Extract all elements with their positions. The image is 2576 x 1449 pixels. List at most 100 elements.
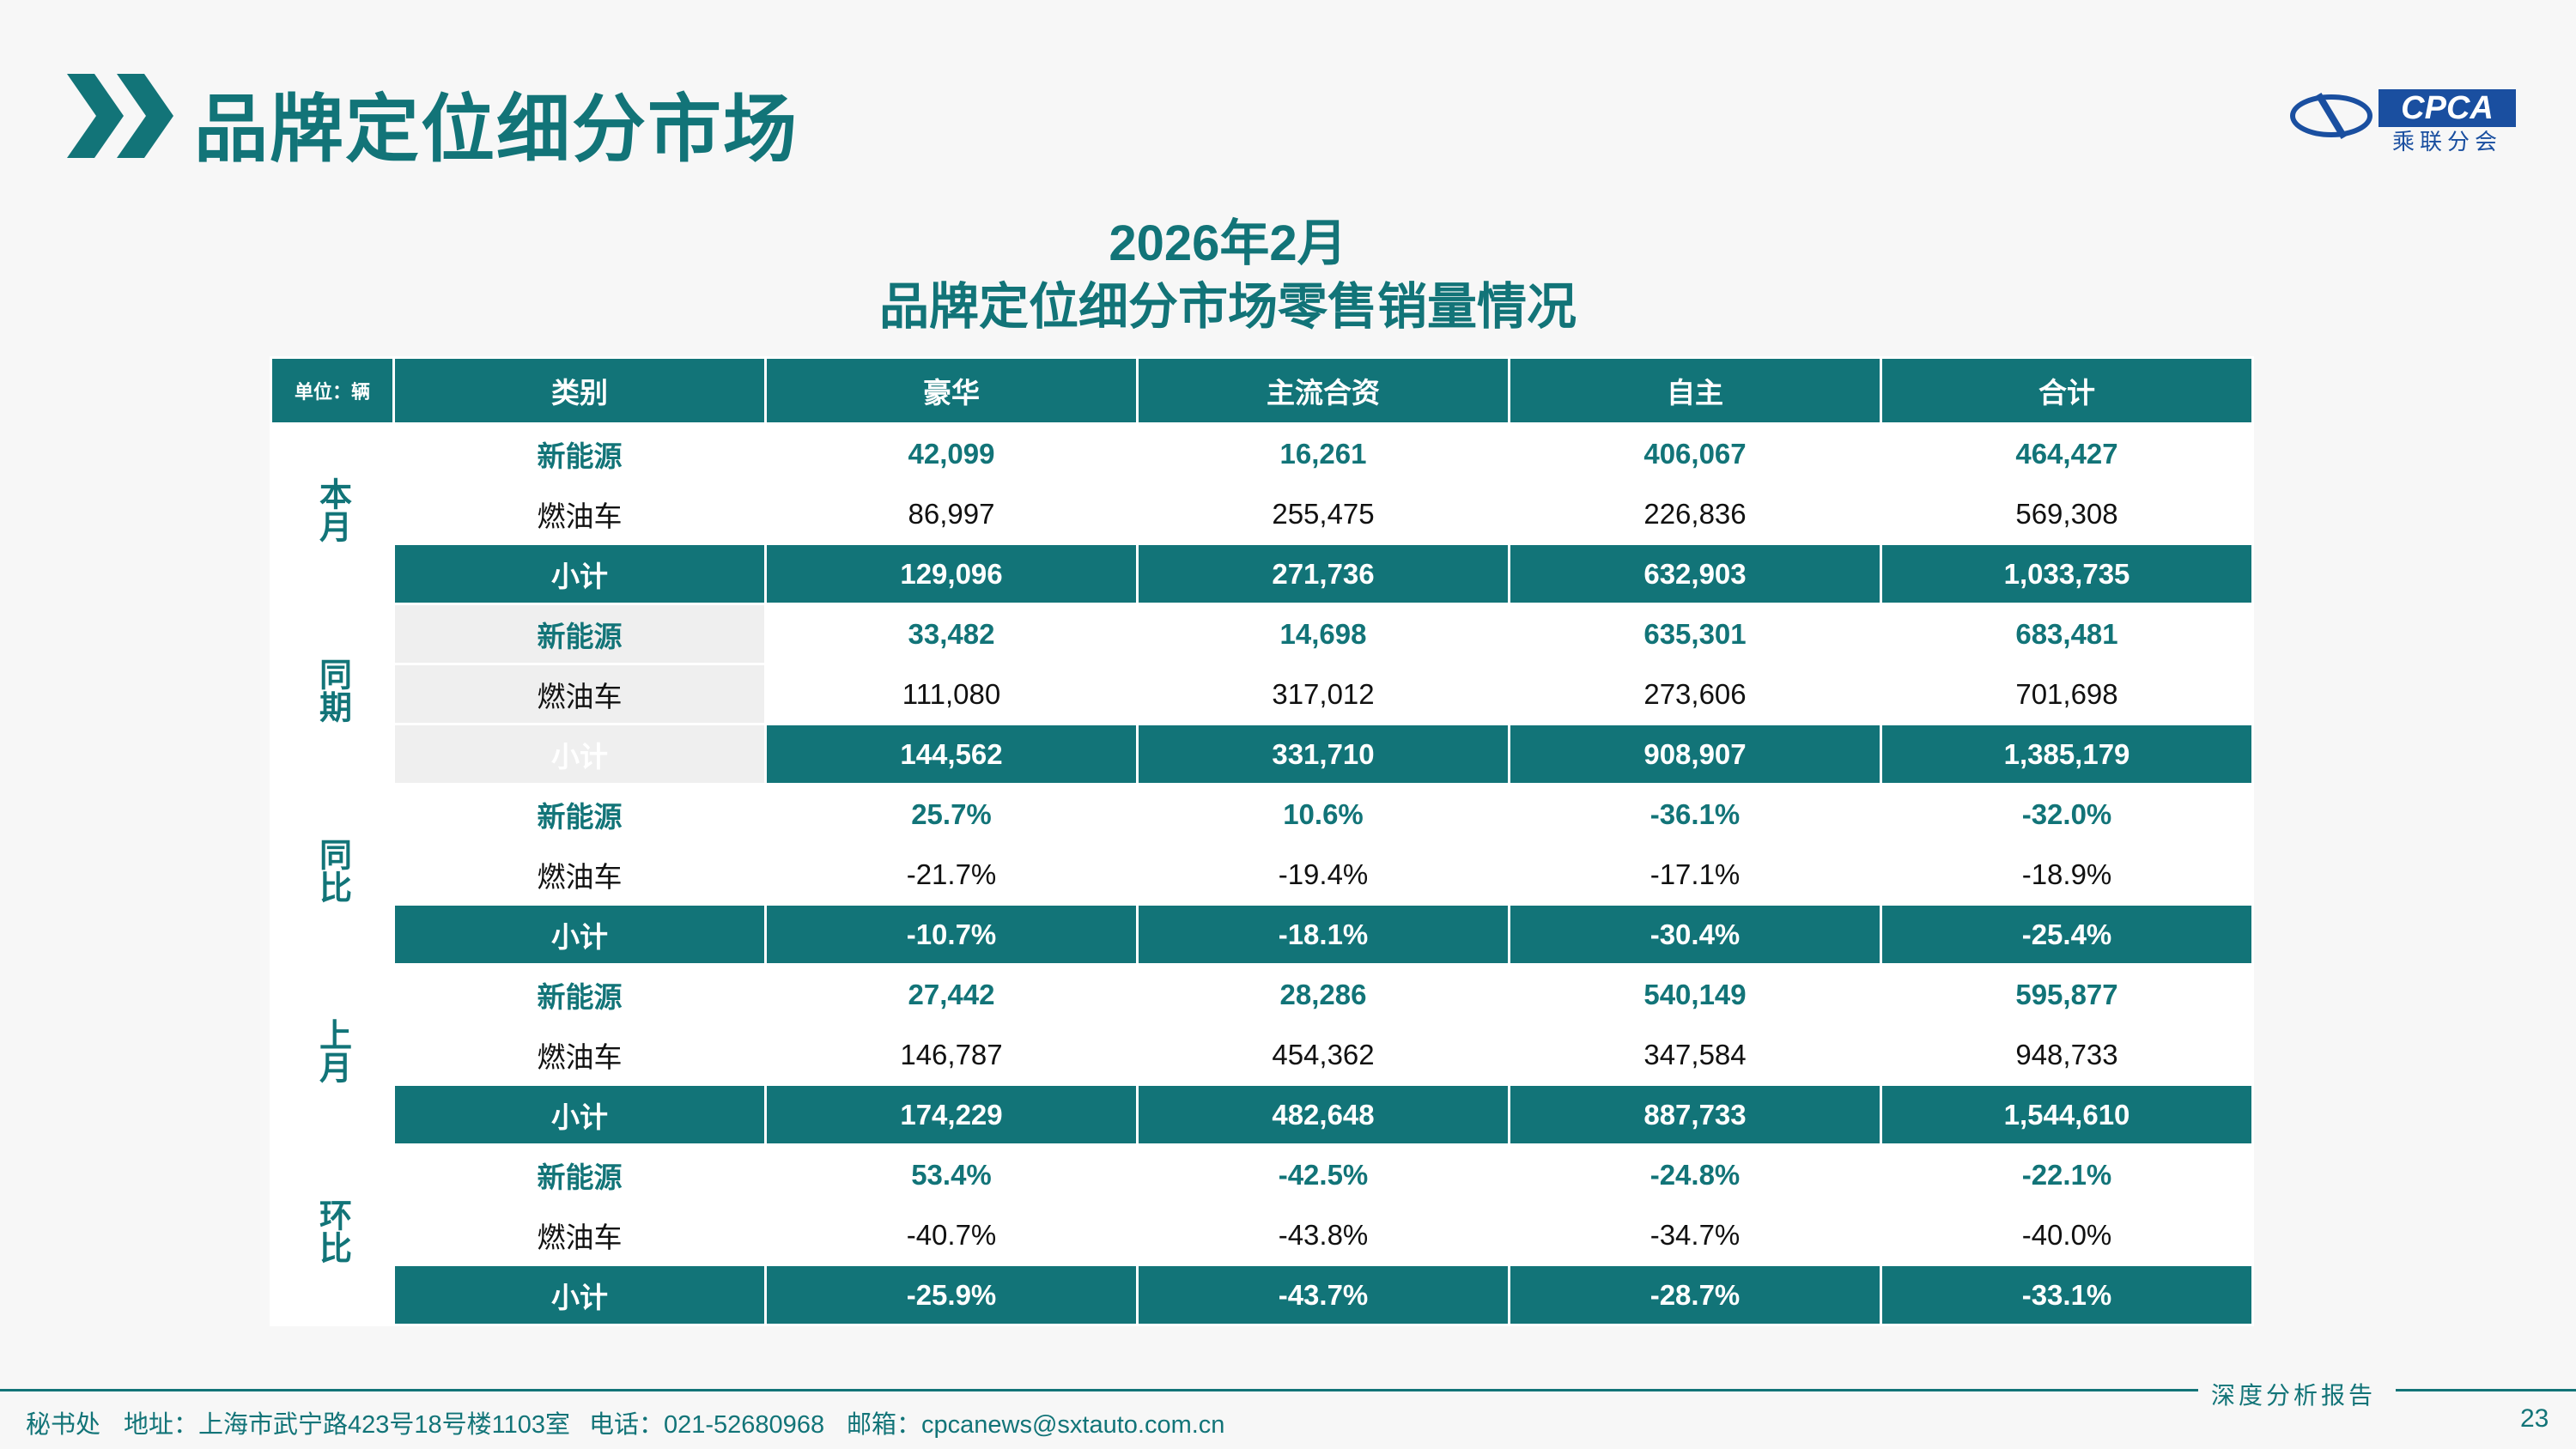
value-cell: 406,067	[1510, 425, 1880, 482]
value-cell: -43.8%	[1139, 1206, 1508, 1264]
data-row: 小计 -10.7% -18.1% -30.4% -25.4%	[272, 906, 2251, 963]
category-cell: 小计	[395, 1266, 764, 1324]
value-cell: 701,698	[1882, 665, 2251, 723]
value-cell: 174,229	[767, 1086, 1136, 1143]
value-cell: 111,080	[767, 665, 1136, 723]
value-cell: 1,033,735	[1882, 545, 2251, 603]
group-label: 环比	[272, 1146, 392, 1324]
value-cell: 317,012	[1139, 665, 1508, 723]
value-cell: 635,301	[1510, 605, 1880, 663]
value-cell: -32.0%	[1882, 785, 2251, 843]
value-cell: -42.5%	[1139, 1146, 1508, 1203]
value-cell: 25.7%	[767, 785, 1136, 843]
value-cell: 14,698	[1139, 605, 1508, 663]
page-number: 23	[2520, 1404, 2549, 1433]
value-cell: 595,877	[1882, 966, 2251, 1023]
value-cell: 908,907	[1510, 725, 1880, 783]
category-cell: 新能源	[395, 605, 764, 663]
category-cell: 燃油车	[395, 846, 764, 903]
unit-cell: 单位：辆	[272, 359, 392, 422]
value-cell: -28.7%	[1510, 1266, 1880, 1324]
footer-phone: 电话：021-52680968	[589, 1411, 825, 1439]
data-row: 小计 144,562 331,710 908,907 1,385,179	[272, 725, 2251, 783]
value-cell: -43.7%	[1139, 1266, 1508, 1324]
data-row: 小计 174,229 482,648 887,733 1,544,610	[272, 1086, 2251, 1143]
value-cell: 42,099	[767, 425, 1136, 482]
value-cell: 226,836	[1510, 485, 1880, 543]
group-label: 同期	[272, 605, 392, 783]
value-cell: -10.7%	[767, 906, 1136, 963]
data-row: 环比 新能源 53.4% -42.5% -24.8% -22.1%	[272, 1146, 2251, 1324]
data-row: 燃油车 -40.7% -43.8% -34.7% -40.0%	[272, 1206, 2251, 1264]
value-cell: 464,427	[1882, 425, 2251, 482]
value-cell: 53.4%	[767, 1146, 1136, 1203]
value-cell: -36.1%	[1510, 785, 1880, 843]
group-label-text: 同期	[313, 657, 350, 723]
value-cell: 347,584	[1510, 1026, 1880, 1083]
footer-address: 地址：上海市武宁路423号18号楼1103室	[124, 1411, 571, 1439]
column-header: 自主	[1510, 359, 1880, 422]
value-cell: -19.4%	[1139, 846, 1508, 903]
value-cell: 10.6%	[1139, 785, 1508, 843]
group-label-text: 上月	[313, 1017, 350, 1083]
group-label: 本月	[272, 425, 392, 603]
value-cell: 255,475	[1139, 485, 1508, 543]
value-cell: 948,733	[1882, 1026, 2251, 1083]
value-cell: 683,481	[1882, 605, 2251, 663]
value-cell: 273,606	[1510, 665, 1880, 723]
value-cell: 144,562	[767, 725, 1136, 783]
value-cell: 27,442	[767, 966, 1136, 1023]
category-cell: 小计	[395, 545, 764, 603]
value-cell: -34.7%	[1510, 1206, 1880, 1264]
value-cell: 540,149	[1510, 966, 1880, 1023]
data-row: 本月 新能源 42,099 16,261 406,067 464,427	[272, 425, 2251, 603]
value-cell: -25.9%	[767, 1266, 1136, 1324]
group-label: 同比	[272, 785, 392, 963]
value-cell: -17.1%	[1510, 846, 1880, 903]
data-row: 燃油车 111,080 317,012 273,606 701,698	[272, 665, 2251, 723]
value-cell: 1,385,179	[1882, 725, 2251, 783]
footer-line	[2396, 1389, 2576, 1391]
value-cell: 1,544,610	[1882, 1086, 2251, 1143]
data-row: 同期 新能源 33,482 14,698 635,301 683,481	[272, 605, 2251, 783]
value-cell: 146,787	[767, 1026, 1136, 1083]
category-cell: 小计	[395, 725, 764, 783]
value-cell: -25.4%	[1882, 906, 2251, 963]
category-cell: 燃油车	[395, 1026, 764, 1083]
column-header: 豪华	[767, 359, 1136, 422]
category-cell: 燃油车	[395, 665, 764, 723]
value-cell: 86,997	[767, 485, 1136, 543]
report-label: 深度分析报告	[2211, 1381, 2377, 1410]
data-row: 小计 129,096 271,736 632,903 1,033,735	[272, 545, 2251, 603]
value-cell: -40.0%	[1882, 1206, 2251, 1264]
value-cell: 331,710	[1139, 725, 1508, 783]
value-cell: -22.1%	[1882, 1146, 2251, 1203]
value-cell: 16,261	[1139, 425, 1508, 482]
value-cell: 632,903	[1510, 545, 1880, 603]
logo: CPCA 乘联分会	[2290, 89, 2516, 155]
chevron-icon	[67, 74, 173, 158]
value-cell: 482,648	[1139, 1086, 1508, 1143]
value-cell: -40.7%	[767, 1206, 1136, 1264]
group-label-text: 本月	[313, 476, 350, 543]
value-cell: 271,736	[1139, 545, 1508, 603]
table-subtitle: 品牌定位细分市场零售销量情况	[878, 279, 1577, 335]
value-cell: -24.8%	[1510, 1146, 1880, 1203]
footer-email: 邮箱：cpcanews@sxtauto.com.cn	[847, 1411, 1225, 1439]
value-cell: -33.1%	[1882, 1266, 2251, 1324]
data-row: 小计 -25.9% -43.7% -28.7% -33.1%	[272, 1266, 2251, 1324]
page-title: 品牌定位细分市场	[194, 88, 799, 171]
column-header: 类别	[395, 359, 764, 422]
value-cell: -21.7%	[767, 846, 1136, 903]
footer-line	[0, 1389, 2198, 1391]
logo-mark: CPCA	[2401, 90, 2494, 126]
value-cell: -18.1%	[1139, 906, 1508, 963]
column-header: 合计	[1882, 359, 2251, 422]
category-cell: 小计	[395, 1086, 764, 1143]
value-cell: 454,362	[1139, 1026, 1508, 1083]
category-cell: 新能源	[395, 425, 764, 482]
category-cell: 新能源	[395, 785, 764, 843]
footer-office: 秘书处	[26, 1411, 101, 1439]
